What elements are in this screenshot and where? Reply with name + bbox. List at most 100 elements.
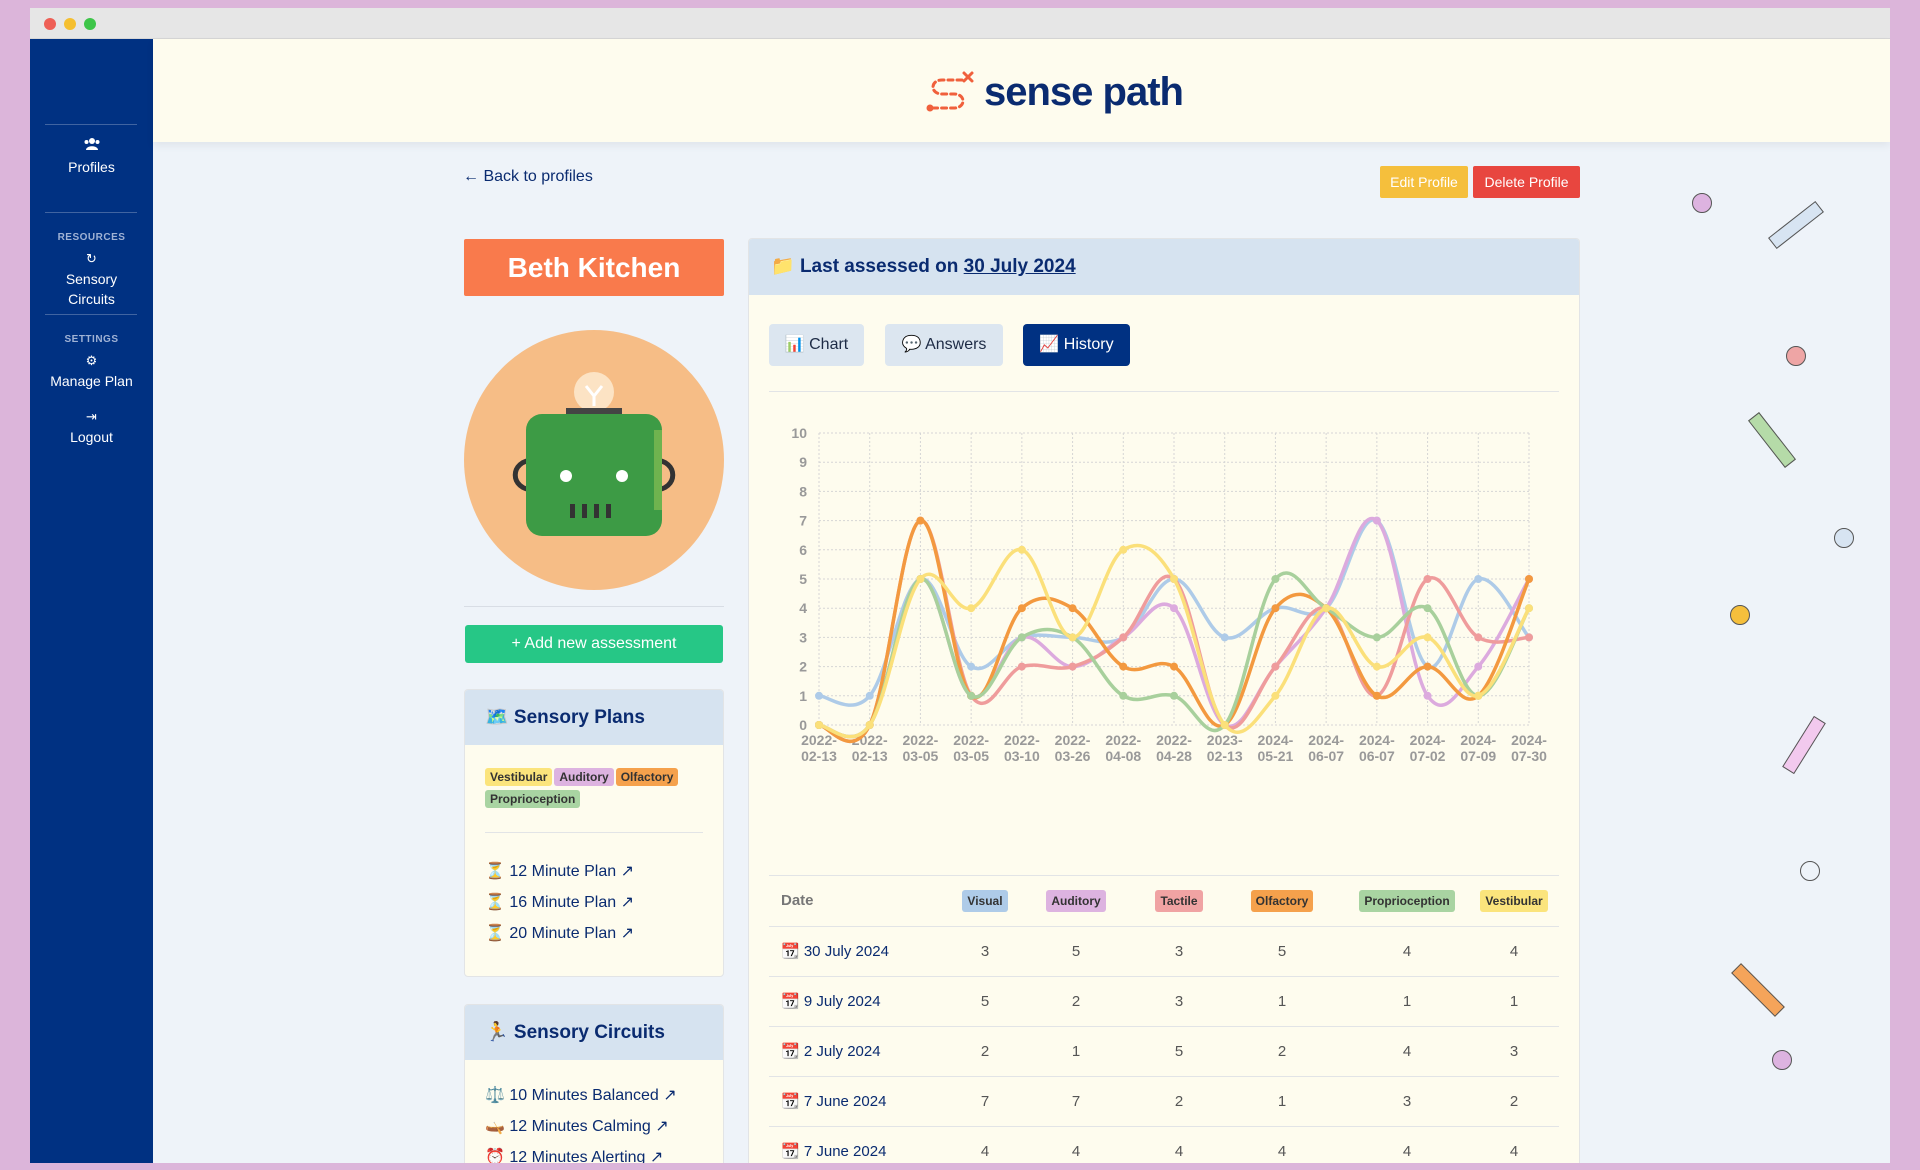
x-tick-label: 2024- <box>1258 732 1294 748</box>
sensory-plans-title: 🗺️ Sensory Plans <box>465 690 723 745</box>
table-header-row: Date Visual Auditory Tactile Olfactory P… <box>769 875 1559 926</box>
row-value-visual: 7 <box>980 1093 990 1110</box>
row-value-vestibular: 4 <box>1509 943 1519 960</box>
plan-tags: Vestibular Auditory Olfactory Proprioceptio… <box>485 768 685 812</box>
plan-link-16[interactable]: ⏳ 16 Minute Plan ↗ <box>485 892 634 912</box>
assessment-date-link[interactable]: 30 July 2024 <box>963 256 1076 277</box>
data-point-proprioception <box>1372 633 1381 642</box>
sidebar-divider <box>45 212 137 213</box>
sensory-circuits-title: 🏃 Sensory Circuits <box>465 1005 723 1060</box>
data-point-vestibular <box>1423 633 1432 642</box>
table-row: 📆 2 July 2024 2 1 5 2 4 3 <box>769 1026 1559 1076</box>
decor-circle <box>1786 346 1806 366</box>
tab-chart[interactable]: 📊 Chart <box>769 324 864 366</box>
decor-circle <box>1800 861 1820 881</box>
sidebar-item-logout[interactable]: ⇥ Logout <box>30 407 153 447</box>
plan-link-label: 12 Minute Plan <box>509 863 617 880</box>
data-point-vestibular <box>1017 545 1026 554</box>
assessment-header: 📁 Last assessed on 30 July 2024 <box>749 239 1579 295</box>
circuit-link-label: 10 Minutes Balanced <box>509 1087 659 1104</box>
y-tick-label: 3 <box>799 629 807 645</box>
row-date: 📆 7 June 2024 <box>781 1093 887 1110</box>
row-value-visual: 3 <box>980 943 990 960</box>
data-point-vestibular <box>916 575 925 583</box>
close-window-button[interactable] <box>44 18 56 30</box>
data-point-olfactory <box>1271 604 1280 613</box>
brand-name: sense path <box>984 70 1184 114</box>
data-point-vestibular <box>967 604 976 613</box>
row-value-olfactory: 1 <box>1277 993 1287 1010</box>
row-value-vestibular: 4 <box>1509 1143 1519 1160</box>
folder-icon: 📁 <box>771 256 795 277</box>
edit-profile-button[interactable]: Edit Profile <box>1380 166 1468 198</box>
visual-pill: Visual <box>962 890 1008 912</box>
decor-circle <box>1730 605 1750 625</box>
robot-avatar-icon <box>512 372 676 536</box>
back-to-profiles-link[interactable]: ← Back to profiles <box>463 168 593 185</box>
y-tick-label: 0 <box>799 717 807 733</box>
decor-bar <box>1782 715 1826 775</box>
tab-history[interactable]: 📈 History <box>1023 324 1130 366</box>
data-point-proprioception <box>1119 691 1128 700</box>
external-link-icon: ↗ <box>655 1118 669 1135</box>
x-tick-label: 2022- <box>903 732 939 748</box>
data-point-tactile <box>1017 662 1026 671</box>
plan-link-12[interactable]: ⏳ 12 Minute Plan ↗ <box>485 861 634 881</box>
sensory-plans-card: 🗺️ Sensory Plans Vestibular Auditory Olfac… <box>464 689 724 977</box>
data-point-vestibular <box>1372 662 1381 671</box>
data-point-tactile <box>1474 633 1483 642</box>
tag-olfactory: Olfactory <box>615 768 679 786</box>
data-point-proprioception <box>967 691 976 700</box>
data-point-vestibular <box>815 721 823 729</box>
row-value-vestibular: 3 <box>1509 1043 1519 1060</box>
assessment-prefix: Last assessed on <box>799 256 959 277</box>
x-tick-label: 2022- <box>1156 732 1192 748</box>
plan-link-label: 16 Minute Plan <box>509 894 617 911</box>
tag-auditory: Auditory <box>554 768 614 786</box>
history-table: Date Visual Auditory Tactile Olfactory P… <box>769 875 1559 1163</box>
sidebar-manage-plan-label: Manage Plan <box>50 373 133 389</box>
sidebar-item-manage-plan[interactable]: ⚙ Manage Plan <box>30 351 153 391</box>
data-point-olfactory <box>916 516 925 525</box>
x-tick-label: 06-07 <box>1308 748 1344 764</box>
x-tick-label: 03-05 <box>953 748 989 764</box>
plan-link-label: 20 Minute Plan <box>509 925 617 942</box>
maximize-window-button[interactable] <box>84 18 96 30</box>
tag-proprioception: Proprioception <box>485 790 581 808</box>
column-header-visual: Visual <box>945 876 1025 926</box>
olfactory-pill: Olfactory <box>1250 890 1314 912</box>
delete-profile-button[interactable]: Delete Profile <box>1473 166 1580 198</box>
profile-name: Beth Kitchen <box>464 239 724 296</box>
circuit-link-calming[interactable]: 🛶 12 Minutes Calming ↗ <box>485 1116 669 1136</box>
brand-logo[interactable]: sense path <box>918 64 1198 124</box>
vestibular-pill: Vestibular <box>1480 890 1548 912</box>
x-tick-label: 03-10 <box>1004 748 1040 764</box>
y-tick-label: 5 <box>799 571 807 587</box>
canoe-icon: 🛶 <box>485 1118 505 1135</box>
hourglass-icon: ⏳ <box>485 925 510 942</box>
data-point-vestibular <box>1322 604 1331 613</box>
row-value-tactile: 5 <box>1174 1043 1184 1060</box>
circuit-link-balanced[interactable]: ⚖️ 10 Minutes Balanced ↗ <box>485 1085 677 1105</box>
minimize-window-button[interactable] <box>64 18 76 30</box>
column-header-olfactory: Olfactory <box>1227 876 1337 926</box>
plan-link-20[interactable]: ⏳ 20 Minute Plan ↗ <box>485 923 634 943</box>
sidebar-item-sensory-circuits[interactable]: ↻ Sensory Circuits <box>30 249 153 309</box>
add-assessment-button[interactable]: + Add new assessment <box>465 625 723 663</box>
history-table-body: 📆 30 July 2024 3 5 3 5 4 4 📆 9 July 2024 5 2 3 1 1 1 📆… <box>769 926 1559 1163</box>
sidebar-item-profiles[interactable]: Profiles <box>30 137 153 177</box>
balance-icon: ⚖️ <box>485 1087 505 1104</box>
column-header-auditory: Auditory <box>1021 876 1131 926</box>
row-date: 📆 7 June 2024 <box>781 1143 887 1160</box>
circuit-link-alerting[interactable]: ⏰ 12 Minutes Alerting ↗ <box>485 1147 663 1163</box>
x-tick-label: 04-28 <box>1156 748 1192 764</box>
history-line-chart: 0123456789102022-02-132022-02-132022-03-… <box>791 425 1547 764</box>
data-point-tactile <box>1119 633 1128 642</box>
column-header-proprioception: Proprioception <box>1332 876 1482 926</box>
tab-answers[interactable]: 💬 Answers <box>885 324 1003 366</box>
data-point-vestibular <box>1525 604 1533 613</box>
decor-bar <box>1731 963 1785 1017</box>
row-value-visual: 2 <box>980 1043 990 1060</box>
data-point-olfactory <box>1068 604 1077 613</box>
table-row: 📆 30 July 2024 3 5 3 5 4 4 <box>769 926 1559 976</box>
